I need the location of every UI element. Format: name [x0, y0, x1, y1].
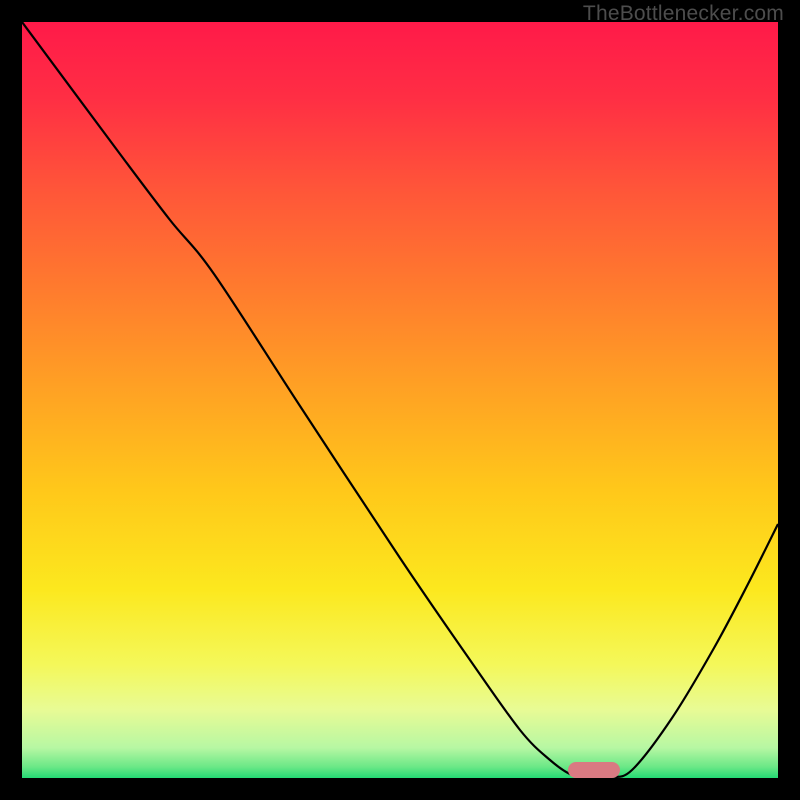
bottleneck-curve-chart [0, 0, 800, 800]
chart-container: TheBottlenecker.com [0, 0, 800, 800]
gradient-background [22, 22, 778, 778]
minimum-marker [568, 762, 620, 778]
watermark-text: TheBottlenecker.com [583, 2, 784, 26]
